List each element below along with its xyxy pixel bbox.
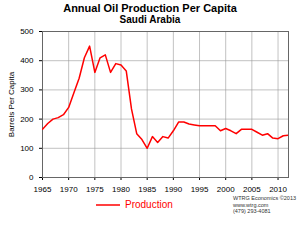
svg-text:500: 500	[20, 27, 34, 36]
svg-text:100: 100	[20, 144, 34, 153]
svg-text:2000: 2000	[217, 185, 235, 194]
svg-text:1980: 1980	[112, 185, 130, 194]
svg-text:400: 400	[20, 56, 34, 65]
html-text:www.wtrg.com: www.wtrg.com	[233, 201, 269, 208]
svg-text:1985: 1985	[138, 185, 156, 194]
svg-text:0: 0	[29, 173, 34, 182]
svg-text:200: 200	[20, 115, 34, 124]
svg-text:1965: 1965	[34, 185, 52, 194]
svg-text:1995: 1995	[191, 185, 209, 194]
svg-text:Barrels Per Capita: Barrels Per Capita	[7, 71, 16, 137]
svg-text:2005: 2005	[243, 185, 261, 194]
svg-text:2010: 2010	[269, 185, 287, 194]
svg-text:1990: 1990	[164, 185, 182, 194]
html-text:Saudi Arabia: Saudi Arabia	[119, 14, 181, 25]
html-text:Production: Production	[125, 199, 173, 210]
svg-text:1970: 1970	[60, 185, 78, 194]
html-text:Annual Oil Production Per Capi: Annual Oil Production Per Capita	[63, 2, 237, 14]
html-text:(479) 293-4081: (479) 293-4081	[233, 208, 271, 214]
svg-text:300: 300	[20, 85, 34, 94]
html-text:WTRG Economics ©2013: WTRG Economics ©2013	[233, 195, 296, 201]
svg-text:1975: 1975	[86, 185, 104, 194]
